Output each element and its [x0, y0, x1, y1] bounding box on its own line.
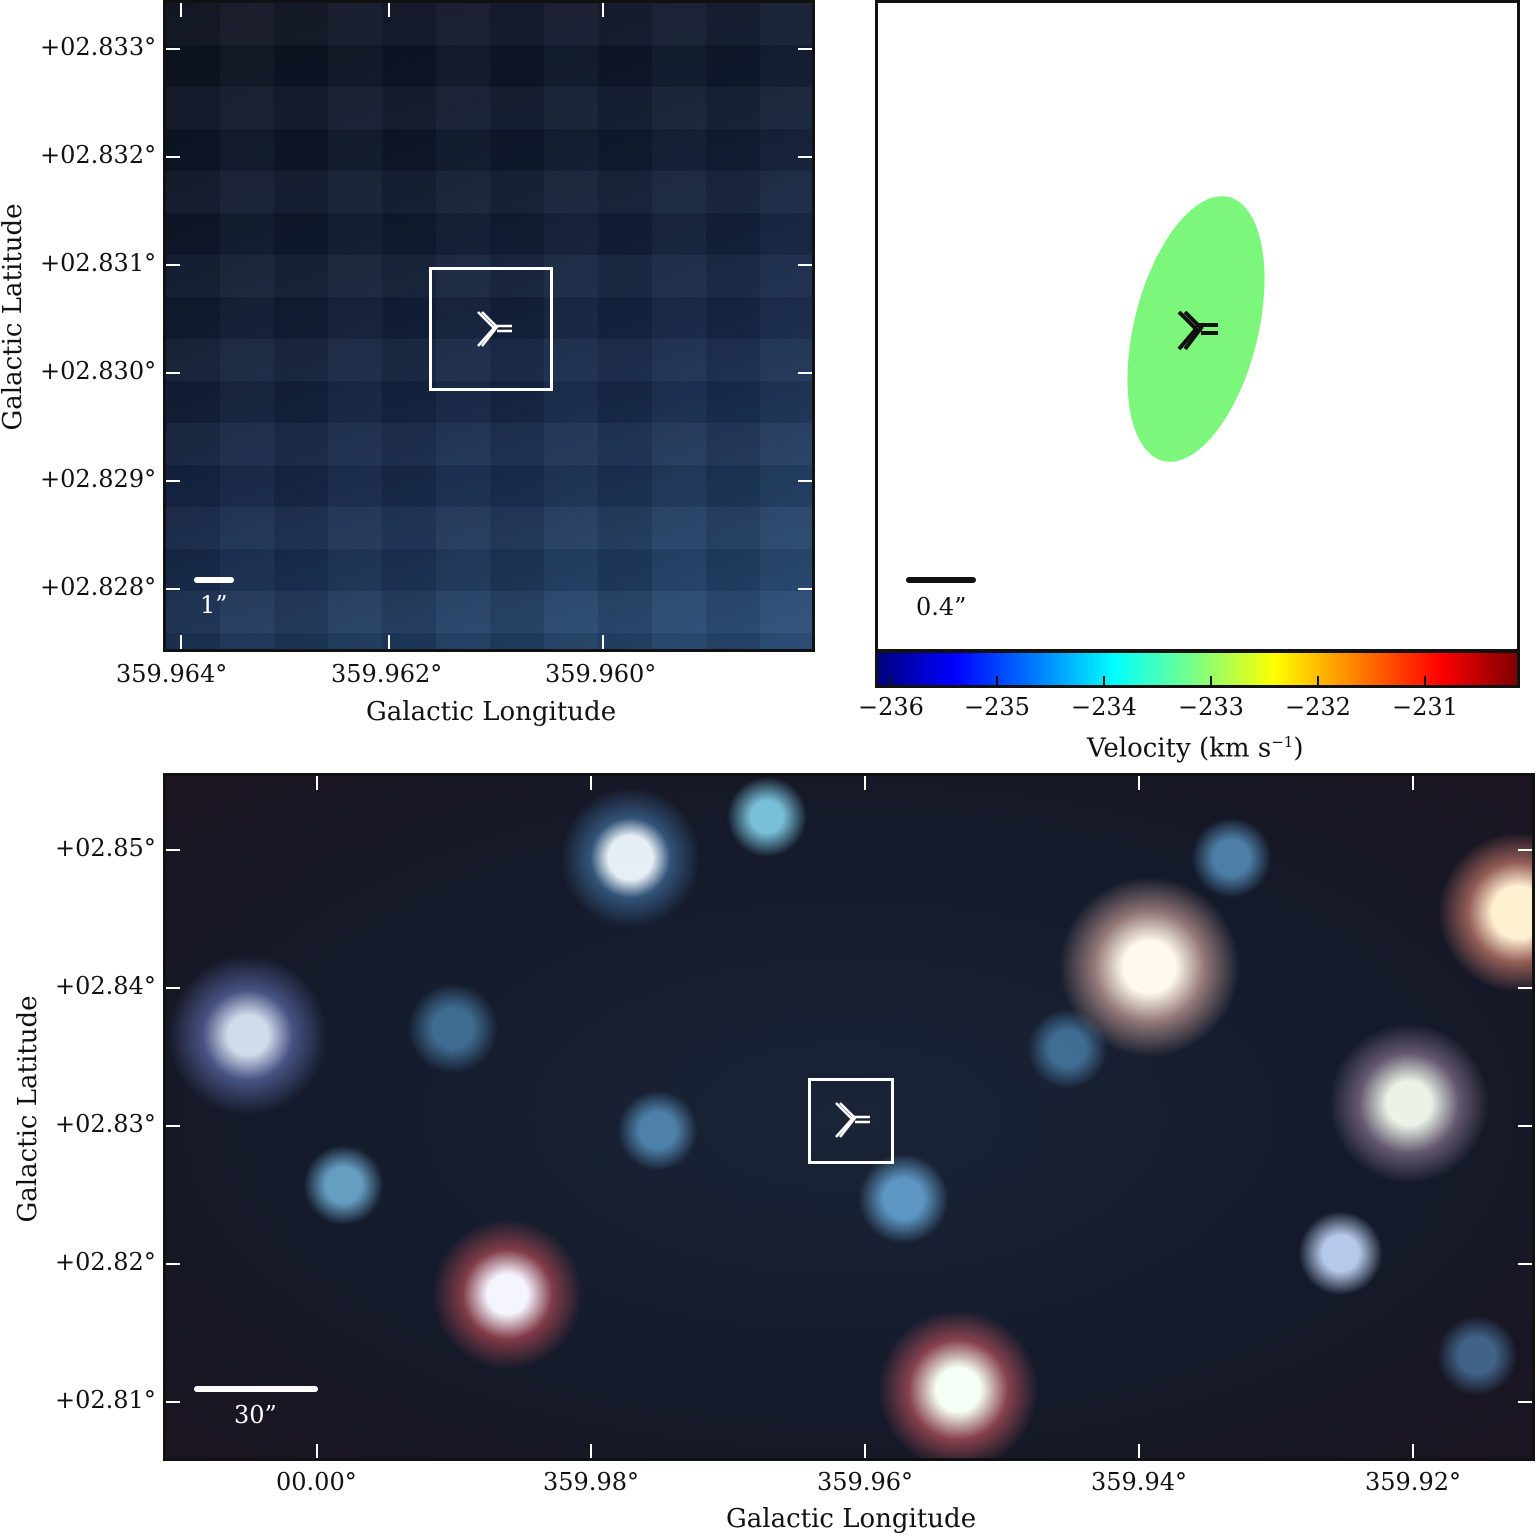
x-tick-label: 359.92°	[1365, 1468, 1461, 1496]
x-tick-label: 00.00°	[276, 1468, 357, 1496]
y-tick	[166, 588, 180, 590]
x-tick	[388, 3, 390, 17]
wide-field-image-panel: 30”	[163, 773, 1535, 1461]
y-tick-label: +02.83°	[55, 1110, 156, 1138]
pixel-grid-texture	[166, 3, 812, 649]
y-tick	[798, 372, 812, 374]
colorbar-label-close: )	[1293, 733, 1304, 764]
colorbar-label: Velocity (km s−1)	[1087, 733, 1303, 764]
x-tick-label: 359.96°	[817, 1468, 913, 1496]
colorbar-tick	[1103, 676, 1105, 688]
x-tick	[1412, 776, 1414, 790]
colorbar-label-exponent: −1	[1271, 733, 1294, 751]
x-tick	[590, 776, 592, 790]
y-tick-label: +02.81°	[55, 1386, 156, 1414]
x-tick	[590, 1444, 592, 1458]
y-tick-label: +02.82°	[55, 1248, 156, 1276]
colorbar-tick-label: −232	[1285, 693, 1351, 721]
scale-bar	[194, 577, 234, 583]
colorbar-tick	[1317, 676, 1319, 688]
x-tick	[1412, 1444, 1414, 1458]
target-box	[808, 1078, 894, 1164]
scale-bar-label: 1”	[200, 591, 228, 619]
colorbar	[875, 650, 1520, 688]
x-tick-label: 359.94°	[1091, 1468, 1187, 1496]
y-tick	[166, 1263, 180, 1265]
x-tick	[316, 1444, 318, 1458]
x-tick	[1138, 776, 1140, 790]
x-tick-label: 359.98°	[543, 1468, 639, 1496]
y-tick	[1518, 849, 1532, 851]
y-axis-label: Galactic Latitude	[0, 203, 28, 431]
colorbar-tick	[996, 676, 998, 688]
y-tick-label: +02.833°	[40, 33, 157, 61]
scale-bar-label: 30”	[234, 1401, 277, 1429]
y-tick-label: +02.829°	[40, 465, 157, 493]
x-tick	[864, 776, 866, 790]
top-left-image-panel: 1”	[163, 0, 815, 652]
y-tick-label: +02.832°	[40, 141, 157, 169]
y-tick	[166, 372, 180, 374]
y-tick	[1518, 1125, 1532, 1127]
x-tick-label: 359.962°	[331, 660, 443, 688]
y-tick	[166, 264, 180, 266]
colorbar-tick-label: −233	[1178, 693, 1244, 721]
y-tick	[798, 588, 812, 590]
x-tick	[602, 3, 604, 17]
y-tick	[166, 849, 180, 851]
colorbar-tick	[1210, 676, 1212, 688]
colorbar-tick	[1424, 676, 1426, 688]
x-axis-label: Galactic Longitude	[366, 697, 617, 727]
y-tick	[1518, 987, 1532, 989]
y-tick-label: +02.84°	[55, 972, 156, 1000]
x-tick	[180, 3, 182, 17]
y-tick	[1518, 1401, 1532, 1403]
colorbar-tick	[890, 676, 892, 688]
y-tick-label: +02.828°	[40, 573, 157, 601]
y-tick	[166, 1125, 180, 1127]
x-tick	[864, 1444, 866, 1458]
target-marker-icon	[1177, 310, 1218, 351]
y-tick	[798, 264, 812, 266]
y-tick	[798, 156, 812, 158]
colorbar-tick-label: −235	[964, 693, 1030, 721]
y-tick	[166, 987, 180, 989]
x-tick	[316, 776, 318, 790]
scale-bar	[194, 1386, 318, 1392]
x-axis-label: Galactic Longitude	[726, 1504, 977, 1534]
y-tick-label: +02.85°	[55, 834, 156, 862]
target-marker-icon	[477, 311, 512, 347]
x-tick	[180, 635, 182, 649]
scale-bar	[906, 577, 976, 583]
y-tick	[1518, 1263, 1532, 1265]
velocity-map-panel: 0.4”	[875, 0, 1520, 652]
y-tick	[798, 480, 812, 482]
x-tick	[602, 635, 604, 649]
y-tick	[166, 480, 180, 482]
x-tick-label: 359.960°	[545, 660, 657, 688]
y-tick-label: +02.830°	[40, 357, 157, 385]
y-tick	[166, 48, 180, 50]
x-tick-label: 359.964°	[116, 660, 228, 688]
y-axis-label: Galactic Latitude	[13, 995, 43, 1223]
target-box	[429, 267, 553, 391]
x-tick	[388, 635, 390, 649]
y-tick	[798, 48, 812, 50]
colorbar-tick-label: −231	[1392, 693, 1458, 721]
y-tick	[166, 156, 180, 158]
colorbar-label-text: Velocity (km s	[1087, 733, 1272, 764]
target-marker-icon	[835, 1102, 870, 1138]
x-tick	[1138, 1444, 1140, 1458]
scale-bar-label: 0.4”	[916, 593, 967, 621]
colorbar-tick-label: −234	[1071, 693, 1137, 721]
y-tick	[166, 1401, 180, 1403]
colorbar-tick-label: −236	[858, 693, 924, 721]
y-tick-label: +02.831°	[40, 249, 157, 277]
